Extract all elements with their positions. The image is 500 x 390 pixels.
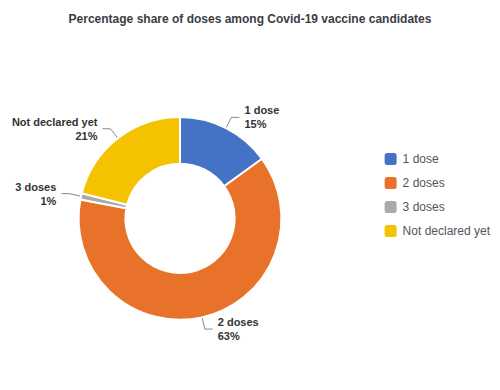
svg-text:2 doses: 2 doses [403,176,445,190]
svg-text:3 doses: 3 doses [403,200,445,214]
svg-text:1 dose: 1 dose [403,152,439,166]
svg-text:Not declared yet: Not declared yet [403,224,491,238]
svg-text:2 doses: 2 doses [218,316,259,328]
svg-text:3 doses: 3 doses [15,181,56,193]
svg-text:21%: 21% [75,130,97,142]
svg-text:Percentage share of doses amon: Percentage share of doses among Covid-19… [69,12,432,26]
svg-text:63%: 63% [218,330,240,342]
svg-text:15%: 15% [244,118,266,130]
svg-text:1 dose: 1 dose [244,104,279,116]
svg-text:1%: 1% [40,195,56,207]
svg-text:Not declared yet: Not declared yet [12,116,98,128]
